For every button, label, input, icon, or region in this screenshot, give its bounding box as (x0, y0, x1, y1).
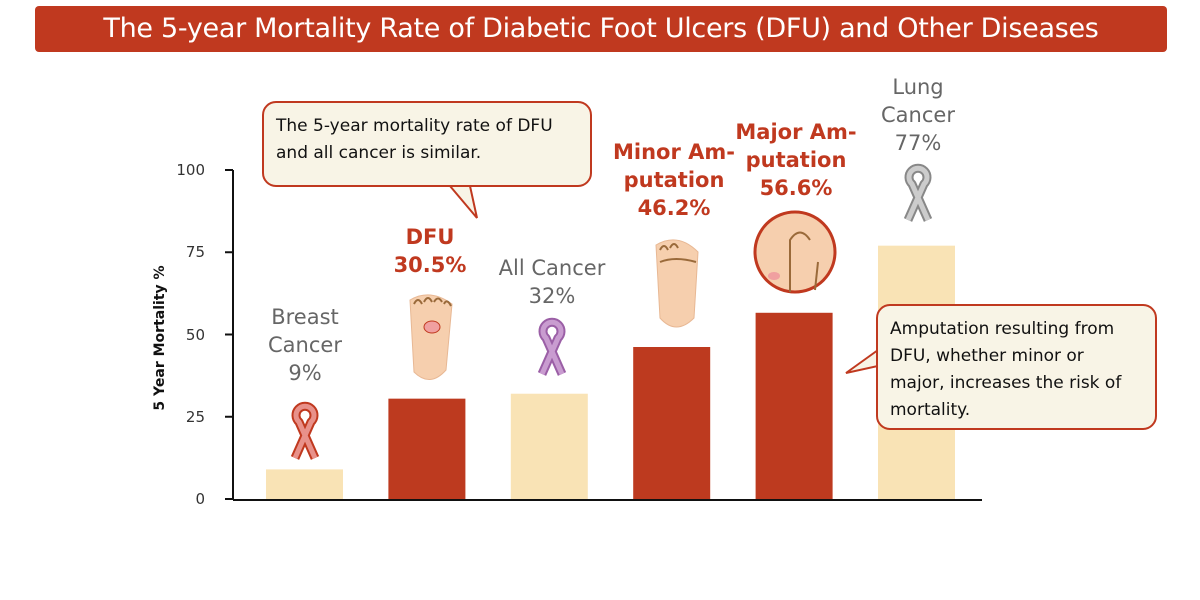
label-line: DFU (405, 225, 455, 249)
callout-pointer (447, 185, 478, 219)
y-tick-label: 25 (185, 408, 205, 426)
data-label: 56.6% (759, 176, 833, 200)
bar-breast-cancer (266, 469, 343, 499)
label-line: Cancer (268, 333, 342, 357)
label-line: All Cancer (498, 256, 606, 280)
bar-minor-amputation (633, 347, 711, 499)
callout-dfu-cancer-similar: The 5-year mortality rate of DFU and all… (262, 101, 592, 187)
bar-all-cancer (510, 393, 588, 499)
grey-ribbon-icon (903, 163, 933, 222)
data-label: 77% (894, 131, 942, 155)
pink-ribbon-icon (290, 401, 320, 460)
leg-amputation-icon (753, 210, 837, 294)
data-label: 46.2% (637, 196, 711, 220)
bar-label-major-amputation: Major Am- putation 56.6% (716, 118, 876, 202)
label-line: putation (623, 168, 725, 192)
label-line: Cancer (881, 103, 955, 127)
callout-amputation-risk: Amputation resulting from DFU, whether m… (876, 304, 1157, 430)
lavender-ribbon-icon (537, 317, 567, 376)
y-tick-label: 75 (185, 243, 205, 261)
y-tick-label: 50 (185, 326, 205, 344)
data-label: 9% (288, 361, 322, 385)
bar-label-all-cancer: All Cancer 32% (472, 254, 632, 310)
bar-label-lung-cancer: Lung Cancer 77% (838, 73, 998, 157)
y-tick-label: 0 (195, 490, 205, 508)
label-line: Major Am- (735, 120, 857, 144)
bar-dfu (388, 398, 466, 499)
label-line: Minor Am- (613, 140, 735, 164)
bar-label-minor-amputation: Minor Am- putation 46.2% (594, 138, 754, 222)
label-line: Lung (892, 75, 944, 99)
data-label: 30.5% (393, 253, 467, 277)
bar-label-dfu: DFU 30.5% (350, 223, 510, 279)
chart-title: The 5-year Mortality Rate of Diabetic Fo… (35, 6, 1167, 52)
foot-ulcer-icon (409, 294, 453, 380)
bar-label-breast-cancer: Breast Cancer 9% (225, 303, 385, 387)
callout-pointer (845, 348, 879, 374)
bar-major-amputation (755, 312, 833, 499)
label-line: putation (745, 148, 847, 172)
y-tick-label: 100 (176, 161, 205, 179)
label-line: Breast (271, 305, 339, 329)
toe-amputation-icon (655, 239, 699, 328)
data-label: 32% (528, 284, 576, 308)
